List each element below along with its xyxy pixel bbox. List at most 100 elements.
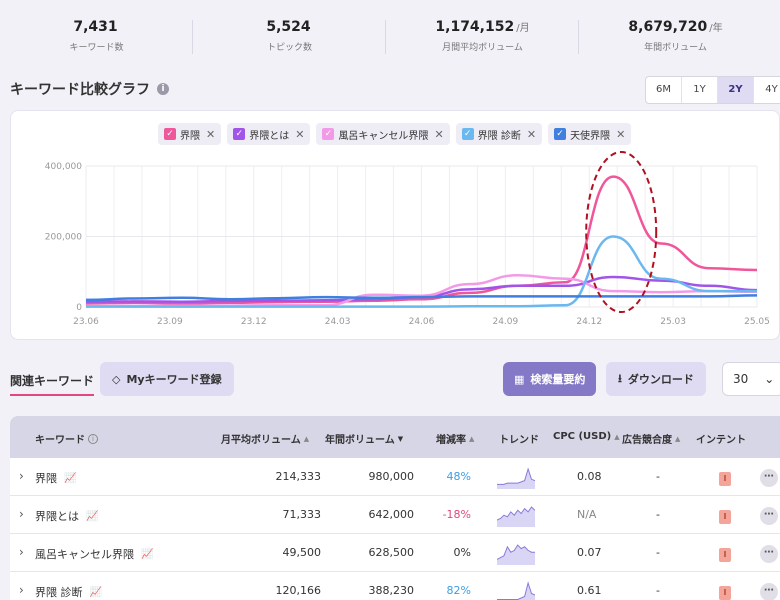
close-icon[interactable]: ✕ [526, 127, 537, 141]
sort-desc-icon: ▼ [397, 434, 404, 443]
growth-cell: -18% [442, 508, 471, 521]
x-tick-label: 23.09 [157, 317, 183, 327]
trend-chart-icon[interactable]: 📈 [141, 548, 154, 560]
stat-label: キーワード数 [69, 43, 124, 53]
th-intent: インテント [696, 431, 746, 446]
checkbox-icon[interactable]: ✓ [322, 128, 335, 140]
th-monthly-volume[interactable]: 月平均ボリューム ▲ [221, 431, 309, 447]
more-icon[interactable]: ⋯ [760, 469, 778, 487]
th-keyword[interactable]: キーワード i [35, 431, 98, 446]
legend-chip[interactable]: ✓ 界隈 ✕ [158, 123, 222, 145]
checkbox-icon[interactable]: ✓ [164, 128, 176, 140]
info-icon[interactable]: i [88, 433, 98, 444]
monthly-volume-cell: 214,333 [275, 470, 322, 483]
more-icon[interactable]: ⋯ [760, 583, 778, 600]
stat-2: 1,174,152/月 月間平均ボリューム [386, 0, 579, 70]
competition-cell: - [656, 508, 660, 521]
page-size-value: 30 [733, 372, 749, 386]
th-yearly-volume[interactable]: 年間ボリューム ▼ [325, 431, 404, 447]
more-icon[interactable]: ⋯ [760, 545, 778, 563]
legend-chip[interactable]: ✓ 界隈とは ✕ [227, 123, 311, 145]
yearly-volume-cell: 628,500 [368, 546, 415, 559]
chevron-right-icon[interactable]: › [19, 545, 24, 559]
th-cpc[interactable]: CPC (USD) ▲ [553, 431, 620, 442]
search-volume-summary-button[interactable]: ▦ 検索量要約 [503, 362, 597, 396]
sparkline-line [497, 467, 535, 485]
th-competition[interactable]: 広告競合度 ▲ [622, 431, 680, 447]
chart-title-text: キーワード比較グラフ [10, 82, 150, 98]
intent-badge: I [719, 586, 731, 600]
th-intent-label: インテント [696, 435, 746, 446]
series-line [85, 294, 758, 302]
yearly-volume-cell: 388,230 [368, 584, 415, 597]
line-chart: 0 200,000 400,000 23.06 23.09 23.12 24.03 24.06… [45, 151, 770, 327]
checkbox-icon[interactable]: ✓ [461, 128, 474, 140]
my-keyword-register-button[interactable]: ◇ Myキーワード登録 [100, 362, 234, 396]
th-monthly-label: 月平均ボリューム [221, 435, 301, 446]
keyword-cell[interactable]: 界隈 診断 📈 [35, 584, 102, 600]
legend-label: 界隈 [180, 130, 200, 142]
x-tick-label: 24.09 [492, 317, 518, 327]
sparkline-line [497, 506, 535, 521]
keyword-cell[interactable]: 界隈 📈 [35, 470, 76, 486]
table-body: › 界隈 📈 214,333 980,000 48% 0.08 - I ⋯ › 界隈とは 📈 71,333… [10, 458, 780, 600]
period-6m-button[interactable]: 6M [646, 77, 682, 103]
close-icon[interactable]: ✕ [206, 127, 216, 141]
trend-chart-icon[interactable]: 📈 [64, 472, 77, 484]
search-volume-summary-label: 検索量要約 [530, 373, 586, 386]
table-row[interactable]: › 風呂キャンセル界隈 📈 49,500 628,500 0% 0.07 - I ⋯ [10, 534, 780, 572]
period-4y-button[interactable]: 4Y [754, 77, 780, 103]
more-icon[interactable]: ⋯ [760, 507, 778, 525]
tab-related-keywords[interactable]: 関連キーワード [10, 372, 95, 396]
close-icon[interactable]: ✕ [616, 127, 626, 141]
period-selector: 6M 1Y 2Y 4Y [645, 76, 780, 104]
checkbox-icon[interactable]: ✓ [233, 128, 246, 140]
trend-chart-icon[interactable]: 📈 [89, 586, 102, 598]
growth-cell: 0% [453, 546, 471, 559]
keyword-text[interactable]: 風呂キャンセル界隈 [35, 548, 134, 561]
th-growth-label: 増減率 [436, 435, 466, 446]
chevron-right-icon[interactable]: › [19, 507, 24, 521]
intent-badge: I [719, 472, 731, 486]
competition-cell: - [656, 584, 660, 597]
stat-value: 7,431 [73, 19, 118, 35]
legend-chip[interactable]: ✓ 風呂キャンセル界隈 ✕ [316, 123, 450, 145]
stat-3: 8,679,720/年 年間ボリューム [579, 0, 772, 70]
keyword-cell[interactable]: 界隈とは 📈 [35, 508, 98, 524]
period-2y-button[interactable]: 2Y [718, 77, 754, 103]
trend-chart-icon[interactable]: 📈 [86, 510, 99, 522]
yearly-volume-cell: 980,000 [368, 470, 415, 483]
x-tick-label: 24.03 [325, 317, 351, 327]
checkbox-icon[interactable]: ✓ [554, 128, 567, 140]
period-1y-button[interactable]: 1Y [682, 77, 718, 103]
close-icon[interactable]: ✕ [434, 127, 444, 141]
sparkline-area [497, 469, 535, 489]
cpc-cell: N/A [577, 508, 597, 521]
competition-cell: - [656, 546, 660, 559]
y-tick-label: 200,000 [45, 233, 82, 243]
keyword-cell[interactable]: 風呂キャンセル界隈 📈 [35, 546, 153, 562]
legend-chip[interactable]: ✓ 天使界隈 ✕ [548, 123, 632, 145]
page-size-select[interactable]: 30 ⌄ [722, 362, 780, 396]
x-tick-label: 23.06 [73, 317, 99, 327]
growth-cell: 48% [446, 470, 471, 483]
keyword-text[interactable]: 界隈 [35, 472, 57, 485]
monthly-volume-cell: 71,333 [282, 508, 322, 521]
cpc-cell: 0.07 [577, 546, 602, 559]
chevron-right-icon[interactable]: › [19, 583, 24, 597]
keyword-text[interactable]: 界隈 診断 [35, 586, 83, 599]
download-button[interactable]: ⭳ ダウンロード [606, 362, 706, 396]
legend-chip[interactable]: ✓ 界隈 診断 ✕ [455, 123, 543, 145]
close-icon[interactable]: ✕ [295, 127, 305, 141]
chevron-down-icon: ⌄ [764, 372, 775, 386]
table-row[interactable]: › 界隈 診断 📈 120,166 388,230 82% 0.61 - I ⋯ [10, 572, 780, 600]
keyword-text[interactable]: 界隈とは [35, 510, 79, 523]
table-row[interactable]: › 界隈 📈 214,333 980,000 48% 0.08 - I ⋯ [10, 458, 780, 496]
diamond-icon: ◇ [112, 372, 121, 386]
chevron-right-icon[interactable]: › [19, 469, 24, 483]
stat-label: 年間ボリューム [644, 43, 707, 53]
info-icon[interactable]: i [157, 83, 169, 95]
sparkline-area [497, 583, 535, 600]
table-row[interactable]: › 界隈とは 📈 71,333 642,000 -18% N/A - I ⋯ [10, 496, 780, 534]
th-growth[interactable]: 増減率 ▲ [436, 431, 474, 447]
